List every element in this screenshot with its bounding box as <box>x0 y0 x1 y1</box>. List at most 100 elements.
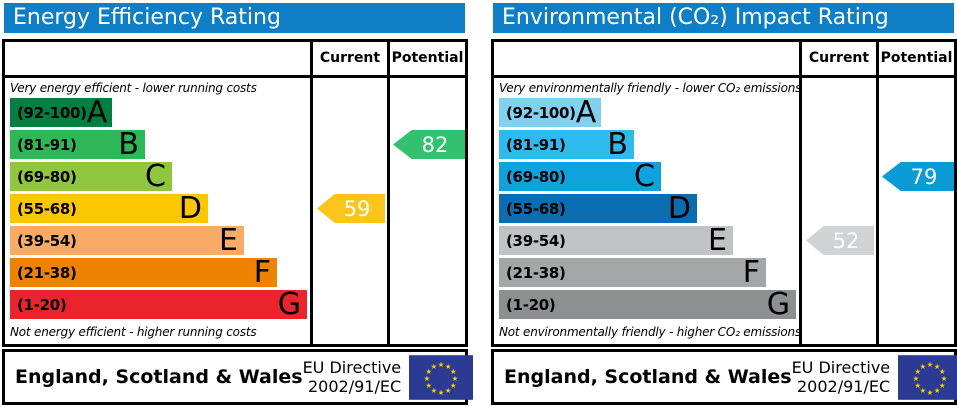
band-b: (81-91) B <box>10 127 145 162</box>
eu-directive-label: EU Directive 2002/91/EC <box>791 357 891 396</box>
bottom-caption: Not environmentally friendly - higher CO… <box>499 325 801 339</box>
svg-text:★: ★ <box>431 361 438 370</box>
bottom-caption: Not energy efficient - higher running co… <box>10 325 257 339</box>
band-range-label: (39-54) <box>17 231 77 250</box>
column-header-potential: Potential <box>880 50 953 66</box>
band-f: (21-38) F <box>499 255 766 290</box>
band-range-label: (92-100) <box>506 103 576 122</box>
band-range-label: (69-80) <box>506 167 566 186</box>
band-letter: C <box>145 159 166 194</box>
band-letter: G <box>277 287 301 322</box>
current-rating-value: 59 <box>343 196 371 221</box>
panel-footer: England, Scotland & Wales EU Directive 2… <box>491 349 957 405</box>
band-g: (1-20) G <box>10 287 307 322</box>
svg-text:★: ★ <box>913 373 920 382</box>
rating-bands: (92-100) A (81-91) B (69-80) C (55-68) D (39-54)… <box>10 95 310 322</box>
svg-text:★: ★ <box>915 380 922 389</box>
potential-rating-arrow: 79 <box>882 162 954 191</box>
column-header-current: Current <box>808 50 870 66</box>
current-rating-arrow: 59 <box>317 194 385 223</box>
region-label: England, Scotland & Wales <box>15 366 303 388</box>
svg-text:★: ★ <box>920 386 927 395</box>
band-letter: D <box>178 191 202 226</box>
band-b: (81-91) B <box>499 127 634 162</box>
svg-text:★: ★ <box>445 386 452 395</box>
column-divider <box>387 42 390 344</box>
band-range-label: (1-20) <box>17 295 67 314</box>
band-range-label: (55-68) <box>506 199 566 218</box>
rating-bands: (92-100) A (81-91) B (69-80) C (55-68) D (39-54)… <box>499 95 799 322</box>
band-letter: B <box>118 127 139 162</box>
header-rule <box>5 75 465 78</box>
svg-text:★: ★ <box>438 387 445 396</box>
top-caption: Very energy efficient - lower running co… <box>10 81 257 95</box>
svg-text:★: ★ <box>939 366 946 375</box>
svg-text:★: ★ <box>424 373 431 382</box>
svg-text:★: ★ <box>426 366 433 375</box>
band-range-label: (81-91) <box>17 135 77 154</box>
band-a: (92-100) A <box>499 95 601 130</box>
svg-text:★: ★ <box>450 380 457 389</box>
co2-rating-chart: Current Potential Very environmentally f… <box>491 39 957 347</box>
region-label: England, Scotland & Wales <box>504 366 792 388</box>
column-divider <box>310 42 313 344</box>
svg-text:★: ★ <box>452 373 459 382</box>
svg-text:★: ★ <box>934 386 941 395</box>
svg-text:★: ★ <box>941 373 948 382</box>
potential-rating-value: 82 <box>421 132 449 157</box>
band-a: (92-100) A <box>10 95 112 130</box>
band-letter: B <box>607 127 628 162</box>
band-letter: F <box>253 255 271 290</box>
band-letter: C <box>634 159 655 194</box>
svg-text:★: ★ <box>438 359 445 368</box>
band-range-label: (21-38) <box>506 263 566 282</box>
svg-text:★: ★ <box>920 361 927 370</box>
column-header-current: Current <box>319 50 381 66</box>
energy-efficiency-panel: Energy Efficiency Rating Current Potenti… <box>2 2 474 405</box>
column-divider <box>876 42 879 344</box>
band-c: (69-80) C <box>499 159 661 194</box>
panel-title: Environmental (CO₂) Impact Rating <box>493 3 954 33</box>
panel-footer: England, Scotland & Wales EU Directive 2… <box>2 349 474 405</box>
band-letter: E <box>219 223 238 258</box>
band-letter: A <box>86 95 108 130</box>
band-range-label: (21-38) <box>17 263 77 282</box>
band-letter: G <box>766 287 790 322</box>
band-c: (69-80) C <box>10 159 172 194</box>
eu-directive-label: EU Directive 2002/91/EC <box>302 357 402 396</box>
band-letter: A <box>575 95 597 130</box>
current-rating-value: 52 <box>832 228 860 253</box>
svg-text:★: ★ <box>927 359 934 368</box>
band-e: (39-54) E <box>10 223 244 258</box>
environmental-impact-panel: Environmental (CO₂) Impact Rating Curren… <box>491 2 957 405</box>
potential-rating-value: 79 <box>910 164 938 189</box>
band-range-label: (81-91) <box>506 135 566 154</box>
svg-text:★: ★ <box>927 387 934 396</box>
svg-text:★: ★ <box>934 361 941 370</box>
top-caption: Very environmentally friendly - lower CO… <box>499 81 802 95</box>
column-header-potential: Potential <box>391 50 464 66</box>
band-range-label: (55-68) <box>17 199 77 218</box>
band-chart-area: Very environmentally friendly - lower CO… <box>494 78 802 344</box>
band-range-label: (92-100) <box>17 103 87 122</box>
band-range-label: (69-80) <box>17 167 77 186</box>
header-rule <box>494 75 954 78</box>
band-range-label: (39-54) <box>506 231 566 250</box>
energy-rating-chart: Current Potential Very energy efficient … <box>2 39 468 347</box>
band-chart-area: Very energy efficient - lower running co… <box>5 78 310 344</box>
band-letter: F <box>742 255 760 290</box>
band-e: (39-54) E <box>499 223 733 258</box>
current-rating-arrow: 52 <box>806 226 874 255</box>
svg-text:★: ★ <box>915 366 922 375</box>
eu-flag-icon: ★ ★★ ★★★ ★★★ ★★★ <box>409 354 474 400</box>
band-d: (55-68) D <box>499 194 697 224</box>
svg-text:★: ★ <box>445 361 452 370</box>
eu-flag-icon: ★ ★★ ★★★ ★★★ ★★★ <box>898 354 957 400</box>
column-divider <box>799 42 802 344</box>
svg-text:★: ★ <box>431 386 438 395</box>
band-letter: E <box>708 223 727 258</box>
band-g: (1-20) G <box>499 287 796 322</box>
panel-title: Energy Efficiency Rating <box>4 3 465 33</box>
band-f: (21-38) F <box>10 255 277 290</box>
